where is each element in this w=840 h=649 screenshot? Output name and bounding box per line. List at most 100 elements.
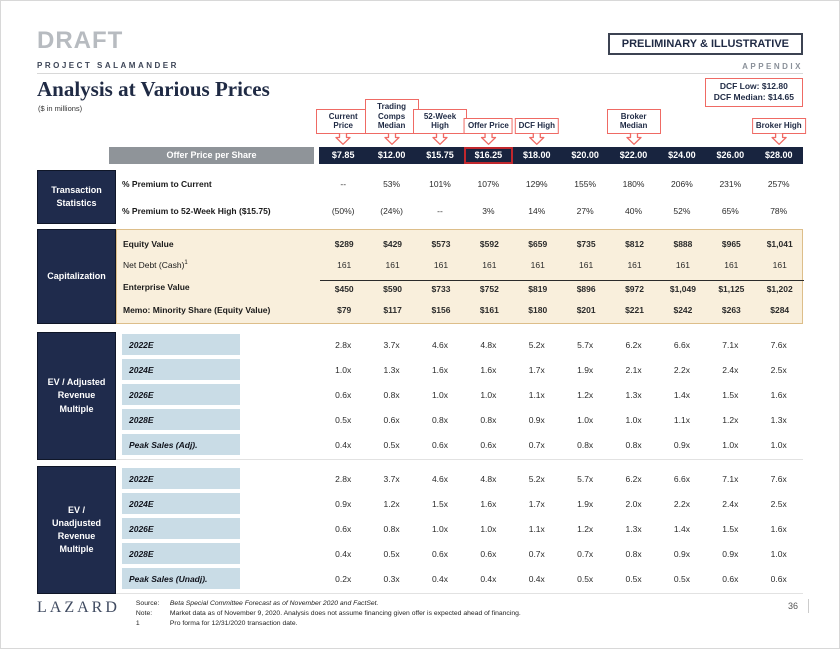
value-cell: 3.7x bbox=[383, 339, 400, 350]
price-header-bar: $7.85 $12.00 $15.75 $16.25 $18.00 $20.00 $22.0… bbox=[319, 147, 803, 164]
value-cell: 1.5x bbox=[722, 523, 739, 534]
row-label-chip: 2022E bbox=[122, 468, 240, 489]
source-text: Beta Special Committee Forecast as of No… bbox=[169, 600, 379, 607]
analysis-table: Transaction Statistics% Premium to Curre… bbox=[37, 170, 804, 600]
row-label-cell: Memo: Minority Share (Equity Value) bbox=[117, 305, 320, 315]
value-cell: 3% bbox=[482, 205, 495, 216]
value-cell: 1.2x bbox=[383, 498, 400, 509]
row-label-chip: 2026E bbox=[122, 384, 240, 405]
value-cell: 2.8x bbox=[335, 339, 352, 350]
callout-trading-comps-median: Trading Comps Median bbox=[364, 99, 419, 145]
callout-label: Broker Median bbox=[606, 108, 661, 134]
row-values: 0.5x 0.6x 0.8x 0.8x 0.9x 1.0x 1.0x 1.1x 1.2x 1.3x bbox=[319, 415, 803, 425]
value-cell: 0.2x bbox=[335, 573, 352, 584]
section-transaction-statistics: Transaction Statistics% Premium to Curre… bbox=[37, 170, 803, 224]
row-label: Peak Sales (Unadj). bbox=[129, 573, 208, 584]
value-cell: 2.4x bbox=[722, 364, 739, 375]
value-cell: $1,202 bbox=[766, 284, 793, 294]
table-row: Equity Value $289 $429 $573 $592 $659 $735 $812… bbox=[117, 233, 802, 254]
value-cell: 0.6x bbox=[480, 439, 497, 450]
table-row: Peak Sales (Unadj). 0.2x 0.3x 0.4x 0.4x 0.4x 0… bbox=[116, 566, 803, 591]
note-label: Note: bbox=[135, 610, 153, 618]
project-name: PROJECT SALAMANDER bbox=[37, 61, 179, 70]
value-cell: 0.3x bbox=[383, 573, 400, 584]
row-label-cell: % Premium to 52-Week High ($15.75) bbox=[116, 206, 319, 216]
price-header-cell: $28.00 bbox=[764, 150, 793, 160]
value-cell: $1,049 bbox=[669, 284, 696, 294]
row-values: 2.8x 3.7x 4.6x 4.8x 5.2x 5.7x 6.2x 6.6x 7.1x 7.6x bbox=[319, 340, 803, 350]
value-cell: 1.5x bbox=[722, 389, 739, 400]
value-cell: 101% bbox=[429, 178, 451, 189]
value-cell: 5.7x bbox=[577, 473, 594, 484]
value-cell: 1.3x bbox=[625, 523, 642, 534]
row-label-chip: Peak Sales (Adj). bbox=[122, 434, 240, 455]
row-values: 2.8x 3.7x 4.6x 4.8x 5.2x 5.7x 6.2x 6.6x 7.1x 7.6x bbox=[319, 474, 803, 484]
row-label-chip: 2028E bbox=[122, 543, 240, 564]
row-label: Peak Sales (Adj). bbox=[129, 439, 198, 450]
row-values: 0.2x 0.3x 0.4x 0.4x 0.4x 0.5x 0.5x 0.5x 0.6x 0.6x bbox=[319, 574, 803, 584]
value-cell: 0.9x bbox=[528, 414, 545, 425]
value-cell: 107% bbox=[477, 178, 500, 189]
value-cell: $965 bbox=[721, 238, 741, 249]
value-cell: 0.8x bbox=[577, 439, 594, 450]
section-ev-adjusted-revenue-multiple: EV / Adjusted Revenue Multiple 2022E 2.8x 3… bbox=[37, 332, 803, 460]
callout-arrow-icon bbox=[529, 133, 545, 145]
value-cell: 1.0x bbox=[431, 523, 449, 534]
row-values: 1.0x 1.3x 1.6x 1.6x 1.7x 1.9x 2.1x 2.2x 2.4x 2.5x bbox=[319, 365, 803, 375]
section-rows: 2022E 2.8x 3.7x 4.6x 4.8x 5.2x 5.7x 6.2x 6.6x 7.1… bbox=[116, 466, 803, 594]
callout-label: Offer Price bbox=[463, 118, 513, 134]
value-cell: 1.0x bbox=[480, 523, 497, 534]
value-cell: 0.4x bbox=[528, 573, 545, 584]
value-cell: $735 bbox=[576, 238, 596, 249]
price-header-cell: $15.75 bbox=[426, 150, 454, 160]
table-row: 2024E 1.0x 1.3x 1.6x 1.6x 1.7x 1.9x 2.1x 2.2x 2.4… bbox=[116, 357, 803, 382]
lazard-logo: LAZARD bbox=[37, 599, 120, 616]
row-label: 2028E bbox=[129, 414, 154, 425]
value-cell: 0.5x bbox=[673, 573, 690, 584]
value-cell: 0.8x bbox=[431, 414, 449, 425]
row-label-chip: 2024E bbox=[122, 493, 240, 514]
value-cell: 1.3x bbox=[770, 414, 787, 425]
value-cell: $284 bbox=[770, 304, 790, 315]
value-cell: 0.6x bbox=[383, 414, 400, 425]
value-cell: 0.5x bbox=[383, 548, 400, 559]
footnotes: Source: Beta Special Committee Forecast … bbox=[136, 599, 521, 630]
value-cell: 206% bbox=[671, 178, 693, 189]
row-label: 2024E bbox=[129, 498, 154, 509]
value-cell: 1.3x bbox=[383, 364, 400, 375]
value-cell: 161 bbox=[579, 259, 594, 270]
row-label-cell: 2028E bbox=[116, 543, 319, 564]
value-cell: 161 bbox=[627, 259, 642, 270]
price-header-spacer bbox=[37, 147, 109, 164]
value-cell: 0.9x bbox=[673, 439, 690, 450]
row-label: 2022E bbox=[129, 339, 154, 350]
value-cell: $752 bbox=[479, 284, 499, 294]
row-label-cell: 2026E bbox=[116, 518, 319, 539]
value-cell: 14% bbox=[528, 205, 546, 216]
value-cell: 1.0x bbox=[770, 548, 787, 559]
row-label-cell: 2024E bbox=[116, 493, 319, 514]
value-cell: 0.7x bbox=[528, 439, 545, 450]
value-cell: 2.1x bbox=[625, 364, 642, 375]
value-cell: 1.0x bbox=[770, 439, 787, 450]
value-cell: 7.6x bbox=[770, 339, 787, 350]
value-cell: 1.2x bbox=[722, 414, 739, 425]
callout-label: DCF High bbox=[514, 118, 560, 134]
value-cell: 1.0x bbox=[577, 414, 594, 425]
value-cell: 1.6x bbox=[480, 498, 497, 509]
value-cell: 0.6x bbox=[770, 573, 787, 584]
draft-watermark: DRAFT bbox=[37, 27, 124, 54]
dcf-range-callout: DCF Low: $12.80 DCF Median: $14.65 bbox=[704, 78, 803, 107]
value-cell: 161 bbox=[433, 259, 449, 270]
units-note: ($ in millions) bbox=[38, 104, 83, 113]
row-label: % Premium to 52-Week High ($15.75) bbox=[122, 205, 271, 216]
row-label-chip: 2028E bbox=[122, 409, 240, 430]
value-cell: $896 bbox=[576, 284, 596, 294]
value-cell: $659 bbox=[528, 238, 548, 249]
value-cell: 0.9x bbox=[335, 498, 352, 509]
value-cell: $289 bbox=[334, 238, 354, 249]
value-cell: 1.1x bbox=[528, 389, 545, 400]
value-cell: 4.6x bbox=[431, 339, 449, 350]
value-cell: 0.9x bbox=[722, 548, 739, 559]
row-label-cell: 2022E bbox=[116, 468, 319, 489]
